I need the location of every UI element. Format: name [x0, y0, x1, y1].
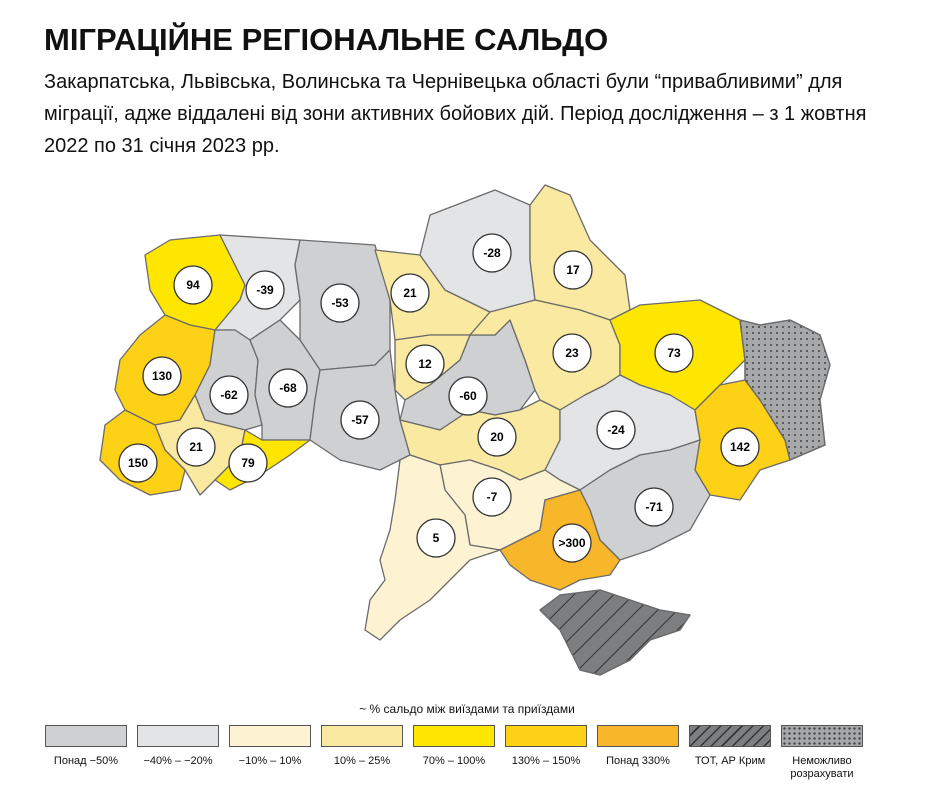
map: 94 -39 -53 21 -28 17 130 -62 -68 12 -60 23 73 21 150 79… — [99, 184, 831, 676]
legend-label: Неможливо розрахувати — [790, 755, 854, 780]
region-label: 73 — [667, 346, 681, 360]
label-circle — [477, 417, 517, 457]
label-circle — [142, 356, 182, 396]
region-label: -7 — [487, 490, 498, 504]
region-label: -57 — [351, 413, 369, 427]
subtitle: Закарпатська, Львівська, Волинська та Че… — [44, 71, 867, 157]
region-label: -24 — [607, 423, 625, 437]
legend-label: ТОТ, АР Крим — [694, 755, 766, 767]
label-circle — [268, 368, 308, 408]
region-label: >300 — [558, 536, 585, 550]
legend-swatch — [229, 725, 311, 747]
legend-item: −40% – −20% — [132, 725, 224, 781]
region-label: -39 — [256, 283, 274, 297]
label-circle — [173, 265, 213, 305]
label-circle — [390, 273, 430, 313]
label-circle — [596, 410, 636, 450]
legend-label: 70% – 100% — [422, 755, 486, 767]
legend-label: 130% – 150% — [511, 755, 581, 767]
legend-item: Неможливо розрахувати — [776, 725, 868, 781]
label-circle — [245, 270, 285, 310]
legend-label: Понад 330% — [606, 755, 670, 767]
region-label: -28 — [483, 246, 501, 260]
region-label: -62 — [220, 388, 238, 402]
label-circle — [553, 250, 593, 290]
region-label: 23 — [565, 346, 579, 360]
legend-item: 130% – 150% — [500, 725, 592, 781]
legend-swatch — [137, 725, 219, 747]
label-circle — [209, 375, 249, 415]
label-circle — [472, 477, 512, 517]
region-label: -60 — [459, 389, 477, 403]
region-label: -71 — [645, 500, 663, 514]
label-circle — [654, 333, 694, 373]
label-circle — [448, 376, 488, 416]
legend-title: ~ % сальдо між виїздами та приїздами — [359, 702, 575, 716]
region-label: 130 — [152, 369, 172, 383]
legend-item: −10% – 10% — [224, 725, 316, 781]
legend-swatch — [321, 725, 403, 747]
region-label: 5 — [433, 531, 440, 545]
legend-swatch — [781, 725, 863, 747]
legend-item: ТОТ, АР Крим — [684, 725, 776, 781]
legend-swatch — [505, 725, 587, 747]
legend-label: 10% – 25% — [333, 755, 391, 767]
legend: Понад −50% −40% – −20% −10% – 10% 10% – 25%… — [40, 725, 868, 781]
region-label: 21 — [189, 440, 203, 454]
label-circle — [634, 487, 674, 527]
region-label: 12 — [418, 357, 432, 371]
region-label: 17 — [566, 263, 580, 277]
region-pattern — [739, 319, 831, 461]
legend-label: −40% – −20% — [143, 755, 213, 767]
region-label: -68 — [279, 381, 297, 395]
label-circle — [405, 344, 445, 384]
region-label: 21 — [403, 286, 417, 300]
region-pattern — [539, 589, 691, 676]
label-circle — [552, 523, 592, 563]
region-label: 79 — [241, 456, 255, 470]
region-label: 150 — [128, 456, 148, 470]
legend-label: −10% – 10% — [238, 755, 302, 767]
title: МІГРАЦІЙНЕ РЕГІОНАЛЬНЕ САЛЬДО — [44, 22, 609, 57]
region-label: 20 — [490, 430, 504, 444]
label-circle — [472, 233, 512, 273]
label-circle — [176, 427, 216, 467]
label-circle — [340, 400, 380, 440]
legend-item: 10% – 25% — [316, 725, 408, 781]
label-circle — [720, 427, 760, 467]
region-label: 94 — [186, 278, 200, 292]
legend-swatch — [413, 725, 495, 747]
legend-swatch — [597, 725, 679, 747]
label-circle — [228, 443, 268, 483]
legend-item: Понад −50% — [40, 725, 132, 781]
label-circle — [320, 283, 360, 323]
region-label: 142 — [730, 440, 750, 454]
label-circle — [118, 443, 158, 483]
legend-swatch — [45, 725, 127, 747]
legend-item: 70% – 100% — [408, 725, 500, 781]
legend-swatch — [689, 725, 771, 747]
legend-label: Понад −50% — [53, 755, 119, 767]
legend-item: Понад 330% — [592, 725, 684, 781]
label-circle — [416, 518, 456, 558]
region-label: -53 — [331, 296, 349, 310]
label-circle — [552, 333, 592, 373]
